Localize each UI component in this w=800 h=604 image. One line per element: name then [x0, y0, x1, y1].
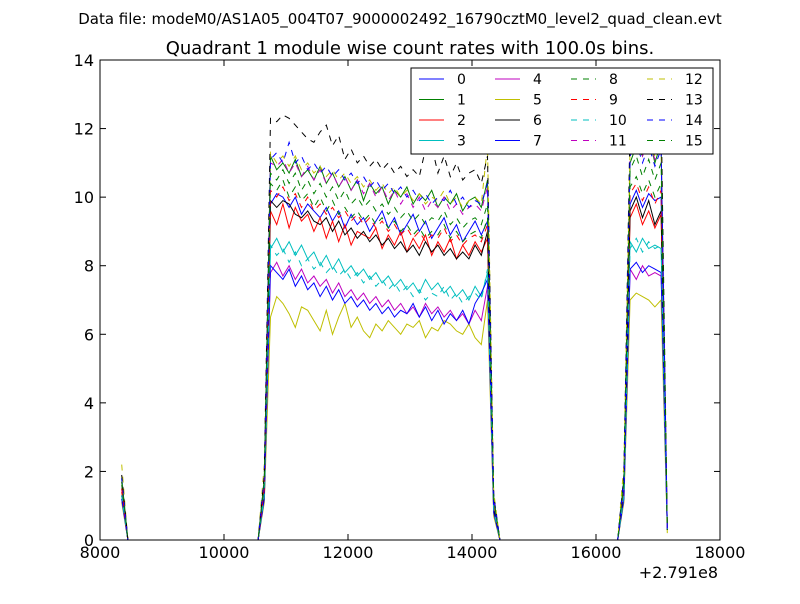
series-line-9	[121, 182, 668, 541]
plot-frame	[99, 59, 721, 541]
x-tick-label: 14000	[447, 543, 498, 562]
data-file-label: Data file: modeM0/AS1A05_004T07_90000024…	[78, 10, 722, 29]
legend-box	[410, 67, 714, 155]
legend-label-2: 2	[457, 113, 466, 129]
legend-label-15: 15	[685, 134, 703, 150]
legend-label-7: 7	[533, 134, 542, 150]
y-tick-label: 2	[84, 462, 94, 481]
chart-title: Quadrant 1 module wise count rates with …	[166, 38, 655, 59]
x-tick-label: 12000	[323, 543, 374, 562]
y-tick-label: 12	[74, 120, 94, 139]
legend-label-8: 8	[609, 72, 618, 88]
series-line-11	[121, 130, 668, 541]
legend-label-12: 12	[685, 72, 703, 88]
y-tick-label: 14	[74, 51, 94, 70]
y-tick-label: 8	[84, 257, 94, 276]
series-line-14	[121, 140, 668, 541]
x-tick-label: 16000	[571, 543, 622, 562]
legend-label-5: 5	[533, 93, 542, 109]
legend-label-11: 11	[609, 134, 627, 150]
legend-label-9: 9	[609, 93, 618, 109]
x-tick-label: 8000	[80, 543, 121, 562]
series-line-8	[121, 175, 668, 541]
legend-label-14: 14	[685, 113, 703, 129]
x-tick-label: 18000	[695, 543, 746, 562]
legend-label-3: 3	[457, 134, 466, 150]
legend-label-6: 6	[533, 113, 542, 129]
legend-label-4: 4	[533, 72, 542, 88]
series-line-13	[121, 97, 668, 541]
y-tick-label: 4	[84, 394, 94, 413]
y-tick-label: 6	[84, 325, 94, 344]
legend-label-13: 13	[685, 93, 703, 109]
legend-label-0: 0	[457, 72, 466, 88]
x-tick-label: 10000	[199, 543, 250, 562]
legend-label-10: 10	[609, 113, 627, 129]
y-tick-label: 10	[74, 188, 94, 207]
y-tick-label: 0	[84, 531, 94, 550]
legend-label-1: 1	[457, 93, 466, 109]
x-offset-label: +2.791e8	[639, 563, 718, 582]
series-line-15	[121, 154, 668, 541]
